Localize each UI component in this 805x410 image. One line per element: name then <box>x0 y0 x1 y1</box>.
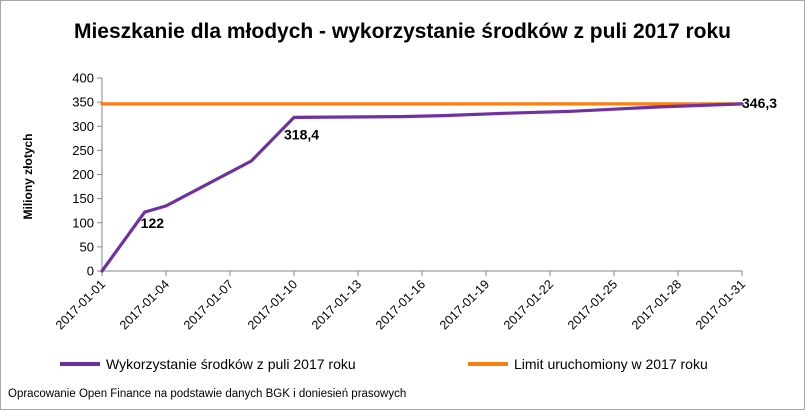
y-tick-label: 250 <box>72 143 94 158</box>
y-tick-label: 0 <box>87 264 94 279</box>
x-tick-label: 2017-01-25 <box>565 277 620 332</box>
x-tick-label: 2017-01-28 <box>629 277 684 332</box>
legend-item-limit: Limit uruchomiony w 2017 roku <box>468 356 708 372</box>
y-tick-label: 400 <box>72 71 94 86</box>
legend-item-usage: Wykorzystanie środków z puli 2017 roku <box>60 356 356 372</box>
y-tick-label: 150 <box>72 191 94 206</box>
data-label: 318,4 <box>284 126 319 142</box>
x-tick-label: 2017-01-10 <box>245 277 300 332</box>
x-tick-label: 2017-01-13 <box>309 277 364 332</box>
y-axis-label: Miliony złotych <box>21 133 35 219</box>
x-tick-label: 2017-01-07 <box>181 277 236 332</box>
x-tick-label: 2017-01-01 <box>53 277 108 332</box>
y-tick-label: 300 <box>72 119 94 134</box>
y-tick-label: 100 <box>72 215 94 230</box>
x-tick-label: 2017-01-31 <box>693 277 748 332</box>
x-tick-label: 2017-01-04 <box>117 277 172 332</box>
legend-swatch-limit <box>468 362 508 366</box>
legend-label-usage: Wykorzystanie środków z puli 2017 roku <box>106 356 356 372</box>
data-label: 122 <box>141 215 165 231</box>
x-tick-label: 2017-01-22 <box>501 277 556 332</box>
series-line-usage <box>100 102 744 273</box>
x-tick-label: 2017-01-16 <box>373 277 428 332</box>
y-tick-label: 50 <box>80 239 94 254</box>
source-note: Opracowanie Open Finance na podstawie da… <box>8 388 407 400</box>
legend-swatch-usage <box>60 362 100 366</box>
y-tick-label: 350 <box>72 95 94 110</box>
y-tick-label: 200 <box>72 167 94 182</box>
legend-label-limit: Limit uruchomiony w 2017 roku <box>514 356 708 372</box>
data-label: 346,3 <box>742 95 777 111</box>
x-tick-label: 2017-01-19 <box>437 277 492 332</box>
chart-title: Mieszkanie dla młodych - wykorzystanie ś… <box>73 20 732 43</box>
